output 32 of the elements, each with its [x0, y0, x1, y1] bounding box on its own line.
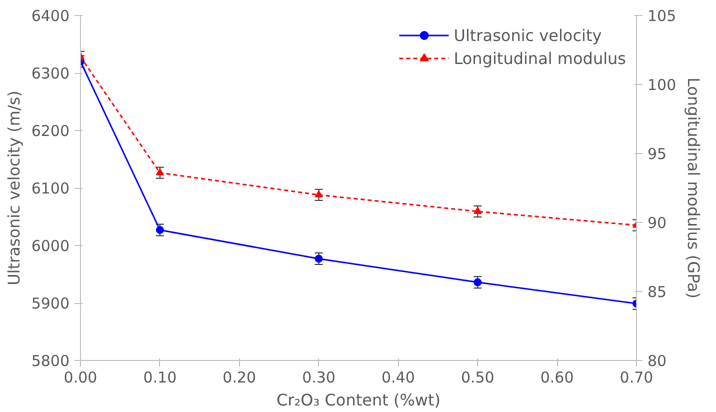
legend-label: Ultrasonic velocity	[454, 26, 602, 44]
x-tick-label: 0.50	[460, 368, 494, 386]
y-tick-label: 5800	[31, 352, 70, 370]
point	[314, 190, 323, 198]
y2-tick-label: 95	[648, 145, 667, 163]
y-tick-label: 6300	[31, 64, 70, 82]
y2-tick-label: 90	[648, 214, 667, 232]
y-tick-label: 5900	[31, 294, 70, 312]
x-tick-label: 0.70	[620, 368, 654, 386]
x-axis-title: Cr₂O₃ Content (%wt)	[276, 390, 441, 410]
x-tick-label: 0.30	[302, 368, 336, 386]
y-tick-label: 6100	[31, 180, 70, 198]
point	[156, 168, 164, 176]
y2-axis-title: Longitudinal modulus (GPa)	[684, 78, 704, 298]
y-tick-label: 6400	[31, 7, 70, 25]
point	[474, 278, 482, 286]
point	[156, 226, 164, 234]
y2-tick-label: 80	[648, 352, 667, 370]
point	[314, 254, 323, 263]
x-tick-label: 0.40	[382, 368, 415, 386]
y-axis-title: Ultrasonic velocity (m/s)	[4, 90, 24, 286]
y2-tick-label: 85	[648, 283, 667, 301]
x-tick-label: 0.20	[222, 368, 256, 386]
y-tick-label: 6000	[31, 237, 70, 255]
x-tick-label: 0.60	[540, 368, 574, 386]
y2-tick-label: 100	[648, 76, 676, 94]
x-tick-label: 0.00	[64, 368, 98, 386]
y2-tick-label: 105	[648, 7, 676, 25]
x-tick-label: 0.10	[143, 368, 177, 386]
y-tick-label: 6200	[31, 122, 70, 140]
point	[474, 206, 482, 214]
legend-label: Longitudinal modulus	[454, 48, 626, 68]
